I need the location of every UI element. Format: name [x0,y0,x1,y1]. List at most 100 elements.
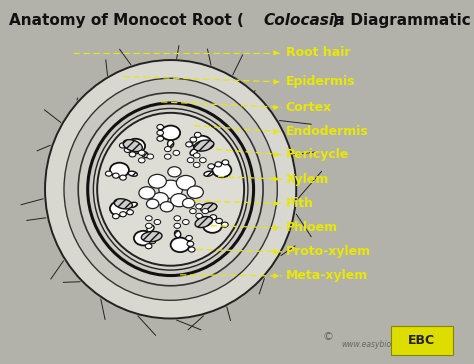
Circle shape [193,153,200,158]
Circle shape [159,180,182,198]
Circle shape [149,238,156,244]
Text: EBC: EBC [408,334,436,347]
Ellipse shape [197,215,206,221]
Ellipse shape [123,140,142,151]
Ellipse shape [128,171,137,176]
Circle shape [168,167,181,177]
Circle shape [203,218,222,233]
Ellipse shape [97,113,244,266]
Circle shape [138,150,145,155]
Text: Endodermis: Endodermis [286,125,369,138]
Text: Anatomy of Monocot Root (: Anatomy of Monocot Root ( [9,13,245,28]
Circle shape [208,164,215,169]
Circle shape [192,136,211,150]
Circle shape [112,173,119,178]
Circle shape [222,160,229,165]
Circle shape [200,158,206,163]
Circle shape [146,199,159,209]
Text: www.easybiologyclass.com: www.easybiologyclass.com [341,340,445,349]
Circle shape [194,132,201,137]
Circle shape [210,215,217,220]
Circle shape [110,201,129,216]
Circle shape [202,209,209,214]
Circle shape [174,223,181,228]
Circle shape [153,234,160,239]
Ellipse shape [141,151,148,158]
Ellipse shape [114,199,132,209]
Circle shape [196,213,202,218]
Text: Pith: Pith [286,197,314,210]
Circle shape [148,174,166,188]
Circle shape [146,244,152,249]
Circle shape [182,198,195,208]
Circle shape [139,187,155,199]
Ellipse shape [78,93,263,286]
Circle shape [171,238,190,252]
Circle shape [190,209,196,214]
Text: Epidermis: Epidermis [286,75,356,88]
Circle shape [187,158,194,163]
Ellipse shape [88,103,254,276]
Circle shape [129,152,136,157]
FancyBboxPatch shape [391,326,453,355]
Ellipse shape [141,232,162,242]
Ellipse shape [200,203,217,212]
Circle shape [152,193,168,205]
Circle shape [171,194,188,207]
Circle shape [138,158,145,163]
Circle shape [157,136,164,141]
Ellipse shape [195,217,212,228]
Circle shape [134,231,153,245]
Circle shape [186,236,192,241]
Ellipse shape [45,60,296,318]
Ellipse shape [128,202,137,207]
Ellipse shape [190,149,198,155]
Circle shape [196,204,202,209]
Circle shape [161,126,180,140]
Circle shape [146,216,152,221]
Circle shape [154,219,161,225]
Text: ): Diagrammatic: ): Diagrammatic [332,13,471,28]
Circle shape [174,216,181,221]
Circle shape [187,241,194,246]
Ellipse shape [147,225,154,232]
Circle shape [190,137,197,142]
Text: Cortex: Cortex [286,101,332,114]
Ellipse shape [93,108,248,270]
Circle shape [110,163,129,177]
Circle shape [182,219,189,225]
Text: Phloem: Phloem [286,221,338,234]
Circle shape [212,163,231,177]
Text: Proto-xylem: Proto-xylem [286,245,371,258]
Circle shape [127,210,133,215]
Circle shape [126,139,145,153]
Circle shape [176,175,195,190]
Circle shape [186,142,192,147]
Circle shape [119,175,126,180]
Text: Xylem: Xylem [286,173,329,186]
Circle shape [173,150,180,155]
Circle shape [160,202,173,212]
Circle shape [124,147,131,153]
Circle shape [146,223,152,228]
Circle shape [119,212,126,217]
Circle shape [187,186,203,198]
Circle shape [112,214,119,219]
Text: ©: © [322,332,333,342]
Circle shape [157,124,164,130]
Circle shape [105,171,112,176]
Circle shape [157,130,164,135]
Ellipse shape [168,140,173,147]
Text: Meta-xylem: Meta-xylem [286,269,368,282]
Circle shape [147,154,154,159]
Circle shape [221,222,228,227]
Ellipse shape [204,171,213,176]
Ellipse shape [64,78,277,300]
Circle shape [188,247,195,252]
Circle shape [164,154,171,159]
Text: Root hair: Root hair [286,46,350,59]
Ellipse shape [194,140,214,151]
Circle shape [119,143,126,148]
Circle shape [215,162,222,167]
Text: Pericycle: Pericycle [286,148,349,161]
